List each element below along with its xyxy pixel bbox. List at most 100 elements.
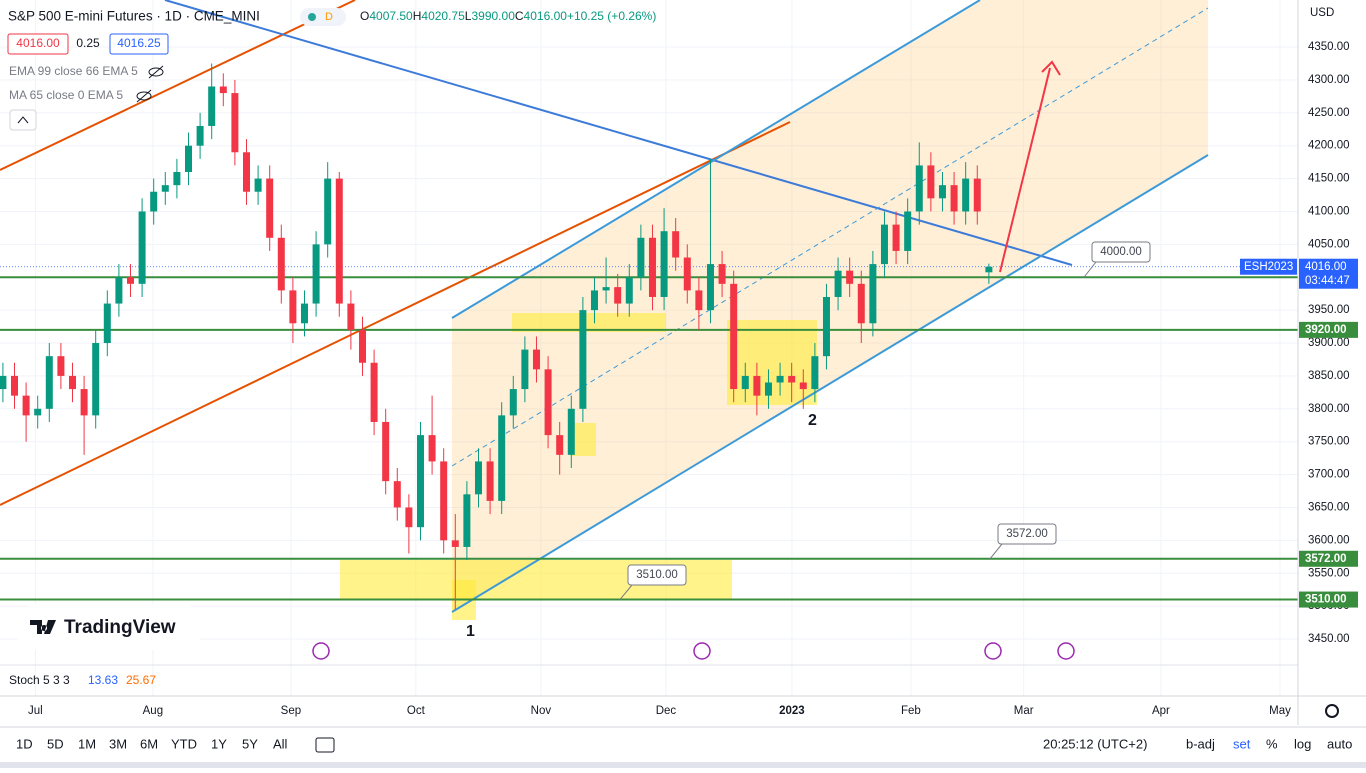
stoch-d: 25.67: [126, 673, 156, 687]
callout-leader: [619, 584, 633, 600]
y-tick-label: 3950.00: [1308, 304, 1350, 316]
currency: USD: [1310, 7, 1334, 19]
axis-option[interactable]: auto: [1327, 736, 1352, 751]
candle-body: [788, 375, 796, 383]
candle-body: [695, 290, 703, 311]
candle-body: [474, 461, 482, 495]
stoch-k: 13.63: [88, 673, 118, 687]
range-button[interactable]: 1M: [78, 736, 96, 751]
candle-body: [196, 125, 204, 146]
candle-body: [498, 415, 506, 501]
date-range-icon[interactable]: [315, 737, 335, 753]
event-icon[interactable]: [312, 642, 330, 660]
candle-body: [242, 152, 250, 192]
callout-label: 4000.00: [1100, 246, 1142, 258]
range-button[interactable]: 5Y: [242, 736, 258, 751]
candle-body: [880, 224, 888, 265]
candle-body: [962, 178, 970, 212]
interval: D: [325, 11, 333, 23]
candle-body: [927, 165, 935, 199]
candle-body: [416, 435, 424, 528]
range-button[interactable]: 3M: [109, 736, 127, 751]
candle-body: [672, 231, 680, 258]
y-tick-label: 3750.00: [1308, 436, 1350, 448]
settings-icon[interactable]: [1325, 704, 1339, 718]
bid-box[interactable]: [7, 33, 69, 55]
candle-body: [92, 343, 100, 416]
candle-body: [150, 191, 158, 212]
event-icon[interactable]: [693, 642, 711, 660]
eye-icon[interactable]: [148, 67, 164, 77]
range-button[interactable]: 6M: [140, 736, 158, 751]
candle-body: [254, 178, 262, 192]
zone: [572, 423, 596, 456]
y-tick-label: 3550.00: [1308, 567, 1350, 579]
range-button[interactable]: 1D: [16, 736, 33, 751]
y-tick-label: 3700.00: [1308, 469, 1350, 481]
callout-leader: [989, 543, 1003, 560]
hidden-icons: [136, 65, 164, 103]
ohlc: O4007.50H4020.75L3990.00C4016.00+10.25 (…: [360, 9, 656, 23]
axis-option[interactable]: log: [1294, 736, 1311, 751]
range-button[interactable]: All: [273, 736, 288, 751]
level-tag: [1299, 321, 1358, 338]
axis-option[interactable]: set: [1233, 736, 1251, 751]
logo-box: [14, 604, 204, 650]
candle-body: [614, 287, 622, 304]
candle-body: [451, 540, 459, 547]
indicator: EMA 99 close 66 EMA 5: [9, 64, 138, 78]
logo-text: TradingView: [64, 617, 176, 638]
candle-body: [973, 178, 981, 212]
eye-icon[interactable]: [136, 91, 152, 101]
x-tick-label: Apr: [1152, 705, 1170, 717]
x-tick-label: Oct: [407, 705, 426, 717]
x-tick-label: Feb: [901, 705, 921, 717]
candle-body: [382, 421, 390, 482]
candle-body: [68, 375, 76, 390]
zone: [727, 320, 817, 405]
status-dot: [308, 13, 316, 21]
candle-body: [370, 362, 378, 422]
candle-body: [22, 395, 30, 416]
callout-label: 3510.00: [636, 569, 678, 581]
event-icon[interactable]: [984, 642, 1002, 660]
range-button[interactable]: YTD: [171, 736, 197, 751]
level-tag-label: 3510.00: [1305, 594, 1347, 606]
candle-body: [277, 237, 285, 291]
event-icon[interactable]: [1057, 642, 1075, 660]
candle-body: [544, 369, 552, 436]
candle-body: [532, 349, 540, 370]
channel-mid: [451, 7, 1209, 467]
candle-body: [80, 389, 88, 416]
ohlc-key: C: [515, 9, 524, 23]
x-tick-label: Nov: [531, 705, 552, 717]
candle-body: [358, 329, 366, 363]
y-tick-label: 4150.00: [1308, 173, 1350, 185]
trend-line: [164, 0, 1073, 266]
axis-option[interactable]: %: [1266, 736, 1278, 751]
candles: [0, 63, 993, 610]
arrow-head: [1041, 60, 1061, 76]
y-tick-label: 3800.00: [1308, 403, 1350, 415]
ask-box[interactable]: [109, 33, 169, 55]
ohlc-key: H: [413, 9, 422, 23]
candle-body: [45, 356, 53, 409]
candle-body: [266, 178, 274, 238]
symbol-tag-label: ESH2023: [1244, 261, 1293, 273]
stoch-name: Stoch 5 3 3: [9, 673, 70, 687]
range-button[interactable]: 5D: [47, 736, 64, 751]
bid: 4016.00: [16, 36, 60, 50]
candle-body: [300, 303, 308, 324]
level-tag-label: 3572.00: [1305, 553, 1347, 565]
y-tick-label: 4200.00: [1308, 140, 1350, 152]
countdown: 03:44:47: [1305, 275, 1350, 287]
x-tick-label: May: [1269, 705, 1291, 717]
candle-body: [440, 461, 448, 541]
collapse-button[interactable]: [9, 109, 37, 131]
candle-body: [335, 178, 343, 304]
candle-body: [184, 145, 192, 173]
axis-option[interactable]: b-adj: [1186, 736, 1215, 751]
range-button[interactable]: 1Y: [211, 736, 227, 751]
ohlc-value: 3990.00: [471, 9, 515, 23]
callout-box: [997, 523, 1057, 545]
